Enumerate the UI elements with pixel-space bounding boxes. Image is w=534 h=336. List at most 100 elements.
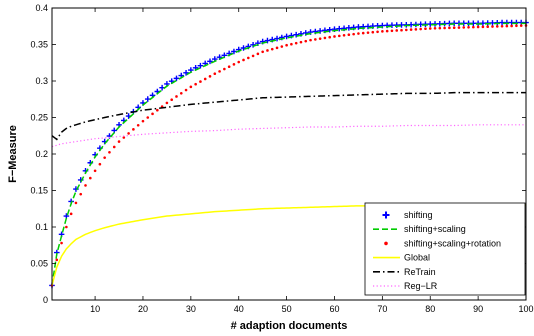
data-point-dot-marker [251,54,255,58]
data-point-dot-marker [213,72,217,75]
data-point-dot-marker [69,212,73,216]
data-point-dot-marker [318,37,322,40]
data-point-dot-marker [424,27,427,31]
data-point-dot-marker [376,30,379,34]
legend-swatch [382,211,390,219]
legend-box [364,202,526,296]
y-tick-label: 0.3 [35,76,48,86]
data-point-dot-marker [208,75,212,78]
y-tick-label: 0.25 [30,113,48,123]
data-point-dot-marker [55,258,59,262]
data-point-dot-marker [117,140,121,143]
data-point-dot-marker [60,241,63,245]
x-tick-label: 70 [377,304,387,314]
data-point-dot-marker [433,26,437,30]
data-point-dot-marker [472,25,475,29]
data-point-dot-marker [256,52,260,56]
data-point-dot-marker [199,80,202,83]
data-point-dot-marker [266,49,269,52]
legend-label: shifting+scaling+rotation [404,238,501,248]
data-point-dot-marker [314,38,317,41]
data-point-dot-marker [467,25,470,29]
data-point-dot-marker [304,39,308,43]
data-point-dot-marker [448,26,451,30]
data-point-dot-marker [175,95,178,98]
data-point-dot-marker [290,42,293,46]
data-point-dot-marker [98,162,102,166]
data-point-dot-marker [146,116,150,119]
data-point-dot-marker [428,27,432,30]
data-point-dot-marker [419,27,422,31]
data-point-dot-marker [409,28,413,31]
data-point-plus-marker [393,22,400,28]
data-point-dot-marker [519,24,523,27]
data-point-dot-marker [323,36,327,40]
data-point-dot-marker [127,132,130,135]
data-point-dot-marker [247,56,250,60]
data-point-dot-marker [285,43,288,47]
data-point-dot-marker [280,45,284,48]
data-point-plus-marker [398,22,405,28]
data-point-dot-marker [385,29,389,33]
data-point-dot-marker [108,150,111,154]
data-point-dot-marker [261,50,264,54]
data-point-dot-marker [112,145,116,149]
data-point-dot-marker [481,25,485,29]
data-point-plus-marker [336,25,343,32]
data-point-plus-marker [365,23,371,30]
data-point-plus-marker [408,21,414,28]
data-point-dot-marker [381,30,384,33]
x-tick-label: 10 [90,304,100,314]
data-point-dot-marker [438,26,442,30]
data-point-plus-marker [355,24,362,30]
data-point-plus-marker [293,31,299,38]
data-point-dot-marker [476,25,480,29]
data-point-dot-marker [194,82,197,86]
data-point-plus-marker [264,37,271,44]
series-shifting-scaling-rotation [50,24,528,287]
y-tick-label: 0.05 [30,259,48,269]
y-tick-label: 0.1 [35,222,48,232]
data-point-dot-marker [495,25,499,28]
data-point-dot-marker [462,26,466,29]
data-point-plus-marker [480,20,486,26]
data-point-dot-marker [237,60,241,64]
x-tick-label: 30 [186,304,196,314]
data-point-dot-marker [103,156,106,159]
data-point-plus-marker [240,45,247,51]
data-point-dot-marker [366,31,370,34]
x-tick-label: 60 [329,304,339,314]
y-axis-label: F−Measure [7,125,19,183]
data-point-dot-marker [400,28,403,32]
tick-layer: 10 20 30 40 50 60 70 80 90 100 0 0.05 0.1 0.15 0.2 0.25… [30,3,533,314]
data-point-plus-marker [283,33,290,40]
data-point-dot-marker [270,47,274,51]
data-point-dot-marker [141,119,145,123]
data-point-plus-marker [346,25,352,31]
data-point-dot-marker [223,67,226,71]
data-point-dot-marker [156,108,159,112]
data-point-dot-marker [79,192,83,196]
data-point-dot-marker [443,26,446,30]
series-reg-lr-line [51,124,526,148]
data-point-dot-marker [371,30,375,34]
data-point-plus-marker [197,62,204,69]
legend-label: ReTrain [404,267,436,277]
data-point-dot-marker [505,24,509,28]
data-point-dot-marker [337,34,341,38]
data-point-dot-marker [151,112,154,116]
legend-label: Global [404,253,430,263]
x-tick-label: 20 [138,304,148,314]
data-point-plus-marker [173,75,180,82]
data-point-dot-marker [361,31,365,35]
data-point-dot-marker [179,91,183,95]
data-point-dot-marker [347,33,351,37]
data-point-dot-marker [227,65,231,68]
data-point-dot-marker [184,88,188,92]
y-tick-label: 0.4 [35,3,48,13]
data-point-dot-marker [218,70,221,73]
series-shifting-scaling-line [51,22,526,286]
data-point-dot-marker [510,24,513,28]
y-tick-label: 0.2 [35,149,48,159]
x-tick-label: 40 [234,304,244,314]
